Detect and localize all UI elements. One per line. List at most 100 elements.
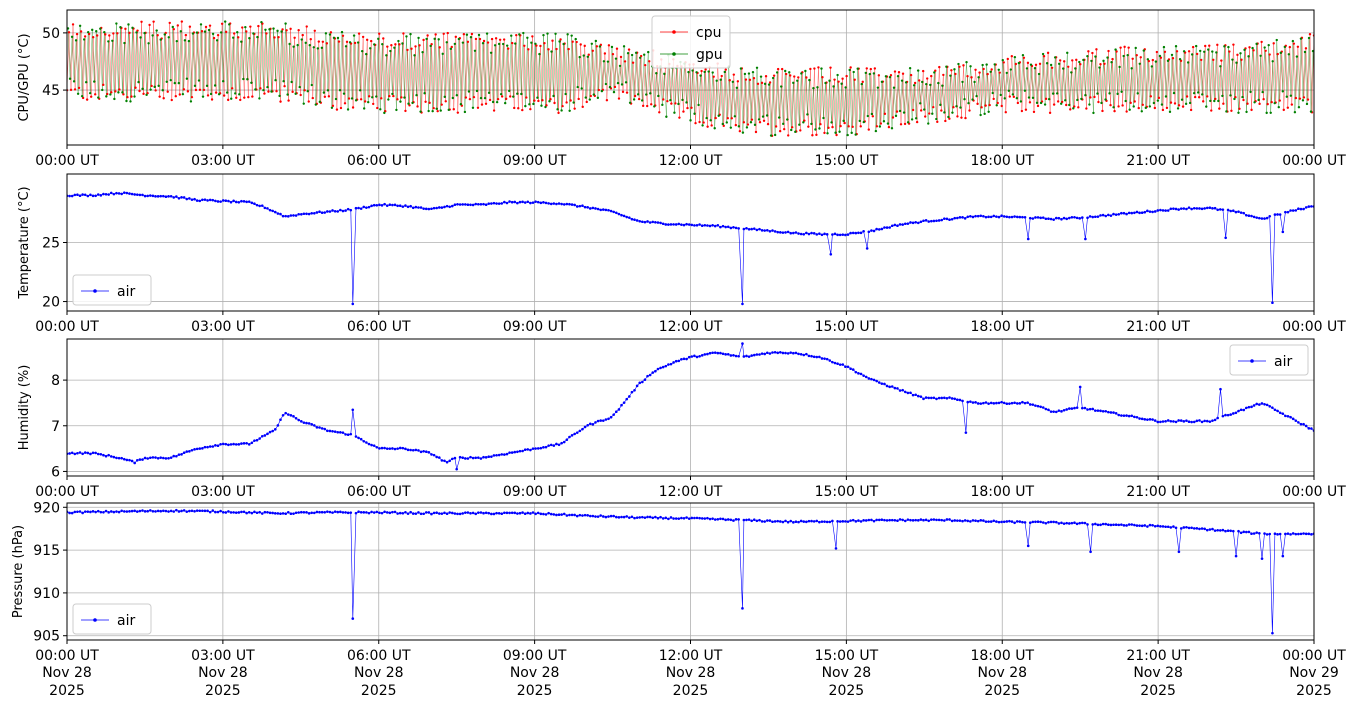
cpu-point [774,125,778,128]
air-point [1177,208,1180,211]
air-point [427,451,431,454]
air-point [633,516,636,520]
gpu-point [713,127,716,130]
air-point [422,450,425,453]
gpu-point [761,115,765,118]
air-point [354,206,358,210]
air-point [1109,523,1113,527]
air-point [268,208,272,212]
air-point [625,215,629,219]
gpu-point [967,101,970,105]
gpu-point [715,79,718,82]
air-point [1284,414,1287,418]
air-point [273,512,277,515]
air-point [320,427,324,430]
gpu-point [433,37,436,41]
air-point [1177,419,1180,422]
air-point [365,206,368,209]
gpu-point [846,133,849,137]
air-point [935,397,938,401]
gpu-point [264,28,267,32]
cpu-point [418,44,421,47]
air-point [328,210,332,213]
air-point [320,510,324,514]
air-point [966,215,970,219]
air-point [253,510,256,514]
air-point [633,388,636,392]
air-point [1010,401,1014,405]
air-point [612,413,616,416]
cpu-point [210,98,214,101]
air-point [669,516,673,519]
air-point [310,423,314,426]
cpu-point [754,130,758,134]
cpu-point [1151,58,1155,62]
air-point [1286,414,1290,418]
air-point [117,456,121,460]
gpu-point [1299,37,1303,40]
gpu-point [199,23,203,26]
air-point [440,512,444,515]
cpu-point [432,107,435,110]
gpu-point [995,104,998,107]
x-tick-label: 00:00 UT [1282,319,1346,335]
gpu-point [298,85,301,89]
air-point [508,451,511,454]
gpu-point [1080,97,1083,101]
cpu-point [1091,51,1094,55]
air-point [497,202,501,205]
air-point [916,394,920,398]
x-tick-label: 12:00 UT [659,319,723,335]
cpu-point [1270,100,1273,104]
gpu-point [493,44,497,47]
gpu-point [350,97,354,100]
cpu-point [1306,98,1310,101]
air-point [989,520,993,523]
air-point [695,223,699,227]
gpu-point [1297,106,1301,109]
air-point [963,519,967,522]
gpu-point [234,92,237,95]
gpu-point [304,41,307,45]
air-point [1291,417,1295,421]
gpu-point [588,98,592,101]
air-point [440,459,444,462]
air-point [351,302,355,306]
air-point [1213,418,1217,422]
air-point [630,390,634,394]
air-point [883,382,886,386]
cpu-point [233,32,236,35]
air-point [885,519,889,522]
cpu-point [750,118,754,121]
gpu-point [965,60,968,64]
cpu-point [1230,109,1233,112]
gpu-point [471,106,475,109]
gpu-point [1285,95,1289,98]
air-point [568,435,571,439]
gpu-point [989,70,992,74]
air-point [914,220,917,224]
air-point [313,424,316,427]
gpu-point [830,121,833,124]
air-point [1041,521,1045,524]
cpu-point [1165,106,1169,110]
air-point [526,200,530,204]
gpu-point [1031,96,1035,100]
gpu-point [413,54,416,57]
air-point [336,210,340,213]
cpu-point [736,80,740,83]
air-point [969,214,972,218]
air-point [622,214,626,218]
cpu-point [603,52,607,55]
air-point [529,448,532,452]
cpu-point [839,124,842,128]
air-point [672,517,675,520]
gpu-point [375,95,378,98]
gpu-point [1291,39,1295,43]
y-axis-label: CPU/GPU (°C) [17,33,32,121]
y-tick-label: 6 [51,464,60,480]
air-point [130,192,134,196]
cpu-point [561,104,564,108]
cpu-point [438,46,441,49]
gpu-point [328,33,332,36]
